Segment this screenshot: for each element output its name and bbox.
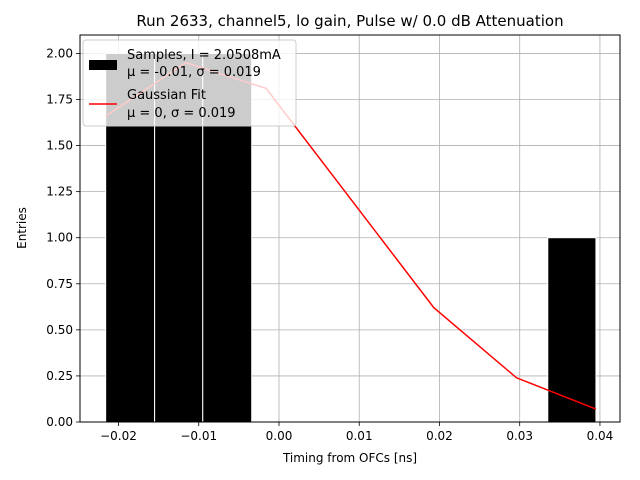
legend-histogram-label: Samples, I = 2.0508mA	[127, 48, 281, 63]
y-tick-label: 0.00	[46, 415, 73, 429]
histogram-bar	[547, 237, 597, 423]
x-tick-label: 0.03	[506, 429, 533, 443]
chart-title: Run 2633, channel5, lo gain, Pulse w/ 0.…	[136, 12, 563, 30]
legend-fit-label: Gaussian Fit	[127, 88, 206, 103]
plot-frame	[79, 34, 621, 423]
y-tick-label: 0.50	[46, 323, 73, 337]
legend-histogram-stats: μ = -0.01, σ = 0.019	[127, 65, 261, 80]
legend-fit-stats: μ = 0, σ = 0.019	[127, 106, 236, 121]
y-tick-label: 0.25	[46, 369, 73, 383]
y-tick-label: 2.00	[46, 46, 73, 60]
y-tick-label: 1.00	[46, 231, 73, 245]
y-tick-label: 1.75	[46, 93, 73, 107]
y-tick-label: 1.25	[46, 185, 73, 199]
legend: Samples, I = 2.0508mA μ = -0.01, σ = 0.0…	[82, 39, 297, 127]
y-tick-label: 0.75	[46, 277, 73, 291]
x-tick-label: 0.04	[587, 429, 614, 443]
legend-histogram-swatch	[89, 60, 117, 70]
y-tick-label: 1.50	[46, 139, 73, 153]
x-tick-label: 0.01	[346, 429, 373, 443]
x-tick-label: 0.00	[266, 429, 293, 443]
x-axis-ticks: −0.02 −0.01 0.00 0.01 0.02 0.03 0.04	[100, 422, 613, 443]
y-axis-ticks: 0.00 0.25 0.50 0.75 1.00 1.25 1.50 1.75 2.00	[46, 46, 80, 429]
legend-box	[82, 39, 297, 127]
x-axis-label: Timing from OFCs [ns]	[282, 451, 417, 465]
y-axis-label: Entries	[15, 207, 29, 249]
x-tick-label: −0.01	[180, 429, 217, 443]
x-tick-label: −0.02	[100, 429, 137, 443]
x-tick-label: 0.02	[426, 429, 453, 443]
